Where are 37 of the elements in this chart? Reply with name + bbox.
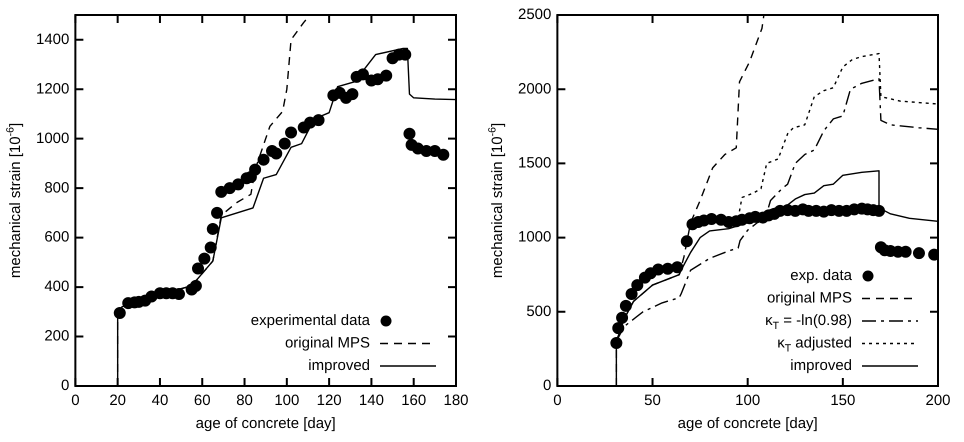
y-tick-label: 500 [526, 302, 552, 320]
y-tick-label: 1500 [518, 154, 552, 172]
x-tick-label: 160 [401, 392, 426, 410]
x-tick-label: 150 [830, 392, 856, 410]
y-tick-label: 600 [44, 228, 70, 246]
x-axis-title: age of concrete [day] [678, 415, 818, 432]
x-tick-label: 200 [925, 392, 951, 410]
legend-label: improved [308, 357, 370, 374]
x-tick-label: 140 [358, 392, 384, 410]
x-tick-label: 80 [236, 392, 253, 410]
y-tick-label: 200 [44, 328, 70, 345]
y-axis-title: mechanical strain [10-6] [4, 122, 24, 278]
y-tick-label: 0 [543, 377, 552, 394]
y-tick-label: 400 [44, 278, 70, 296]
y-tick-label: 1000 [518, 228, 552, 246]
legend-label: improved [790, 357, 852, 374]
y-tick-label: 1200 [36, 80, 70, 98]
x-tick-label: 20 [109, 392, 126, 410]
legend-label: original MPS [766, 290, 852, 307]
y-tick-label: 2000 [518, 80, 552, 98]
x-tick-label: 60 [194, 392, 211, 410]
legend-label: exp. data [790, 267, 853, 284]
x-tick-label: 120 [316, 392, 342, 410]
x-tick-label: 40 [152, 392, 168, 410]
y-tick-label: 2500 [518, 6, 552, 24]
y-tick-label: 1400 [36, 30, 70, 48]
legend-label: experimental data [250, 312, 371, 330]
x-axis-title: age of concrete [day] [196, 415, 336, 432]
y-tick-label: 0 [61, 377, 70, 394]
x-tick-label: 50 [644, 392, 661, 410]
y-tick-label: 800 [44, 179, 70, 196]
legend-label: original MPS [284, 334, 370, 352]
x-tick-label: 100 [274, 392, 300, 410]
y-axis-title: mechanical strain [10-6] [486, 122, 506, 278]
x-tick-label: 180 [443, 392, 469, 410]
y-tick-label: 1000 [36, 130, 70, 147]
x-tick-label: 100 [735, 392, 760, 410]
